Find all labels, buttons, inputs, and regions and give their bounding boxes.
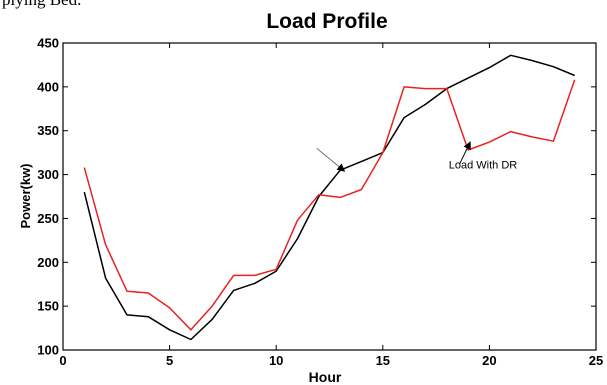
- top-text-fragment: plying Bed.: [2, 0, 81, 10]
- annotation-label-0: Load With DR: [449, 159, 518, 171]
- x-tick-label-1: 5: [166, 353, 173, 368]
- x-tick-label-3: 15: [376, 353, 390, 368]
- plot-frame: [62, 42, 597, 351]
- x-tick-label-4: 20: [482, 353, 496, 368]
- y-tick-label-4: 300: [37, 167, 59, 182]
- y-axis-label: Power(kw): [18, 163, 33, 228]
- y-tick-label-7: 450: [37, 36, 59, 51]
- x-tick-label-0: 0: [59, 353, 66, 368]
- annotation-arrow-0: [459, 141, 471, 165]
- y-tick-label-5: 350: [37, 123, 59, 138]
- x-tick-label-2: 10: [269, 353, 283, 368]
- x-tick-label-5: 25: [589, 353, 603, 368]
- annotation-arrow-1: [316, 147, 346, 172]
- series-line-0: [83, 54, 575, 341]
- y-tick-label-1: 150: [37, 299, 59, 314]
- y-tick-label-3: 250: [37, 211, 59, 226]
- series-line-1: [83, 79, 576, 331]
- chart-title: Load Profile: [266, 10, 387, 33]
- x-axis-label: Hour: [309, 369, 342, 385]
- y-tick-label-0: 100: [37, 343, 59, 358]
- y-tick-label-2: 200: [37, 255, 59, 270]
- y-tick-label-6: 400: [37, 79, 59, 94]
